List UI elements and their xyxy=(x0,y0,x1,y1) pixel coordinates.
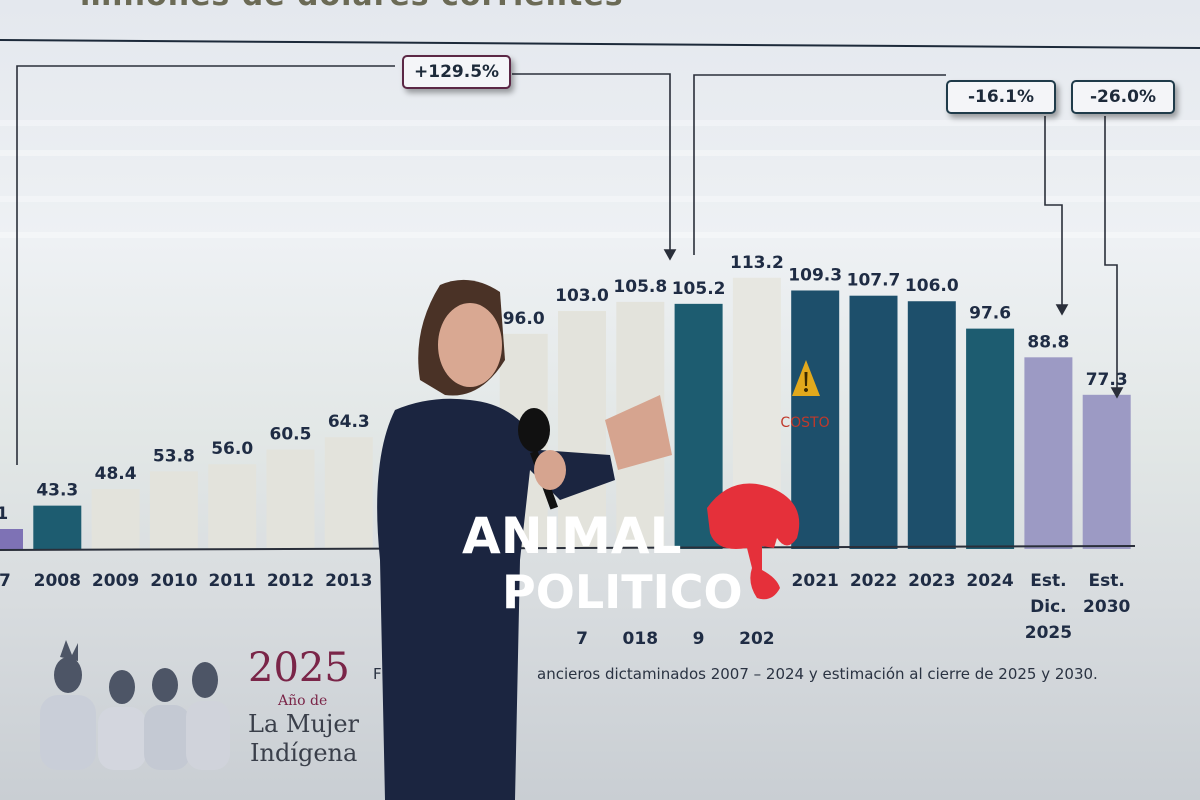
bar-2021 xyxy=(791,290,840,549)
microphone-icon xyxy=(518,408,550,452)
tick-label: 2021 xyxy=(792,571,839,591)
value-label: 106.0 xyxy=(905,276,959,296)
value-label: 109.3 xyxy=(788,265,842,285)
value-label: 105.2 xyxy=(672,279,726,299)
tick-label: 2011 xyxy=(209,571,256,591)
tick-label: 2013 xyxy=(325,571,372,591)
x-axis xyxy=(0,545,1136,551)
tick-label: 9 xyxy=(693,629,705,649)
tick-label: 2010 xyxy=(150,571,197,591)
chart-title: millones de dólares corrientes xyxy=(80,0,624,13)
bar-2013 xyxy=(324,437,373,549)
tick-label: Est. xyxy=(1089,571,1125,591)
value-label: 88.8 xyxy=(1027,332,1069,352)
bar-est-2030 xyxy=(1082,394,1131,549)
value-label: 56.0 xyxy=(211,439,253,459)
decrease-2030-badge: -26.0% xyxy=(1071,80,1175,114)
year-emblem: 2025 Año de La Mujer Indígena xyxy=(20,635,380,775)
tick-label: 2030 xyxy=(1083,597,1130,617)
bar-est-dic-2025 xyxy=(1024,357,1073,549)
value-label: 107.7 xyxy=(847,271,901,291)
emblem-line3: Indígena xyxy=(250,739,358,767)
warning-icon xyxy=(792,360,820,396)
bar-2023 xyxy=(907,301,956,549)
value-label: .1 xyxy=(0,504,8,524)
footnote: ancieros dictaminados 2007 – 2024 y esti… xyxy=(537,665,1098,683)
emblem-year: 2025 xyxy=(248,645,350,691)
tick-label: 2022 xyxy=(850,571,897,591)
footnote-start: F xyxy=(373,665,382,683)
value-label: 103.0 xyxy=(555,286,609,306)
value-label: 43.3 xyxy=(36,481,78,501)
cost-label: COSTO xyxy=(780,415,829,431)
value-label: 96.0 xyxy=(503,309,545,329)
value-label: 97.6 xyxy=(969,304,1011,324)
tick-label: 2012 xyxy=(267,571,314,591)
bar-2012 xyxy=(266,449,315,549)
animal-politico-watermark: ANIMAL POLITICO xyxy=(462,478,812,628)
tick-label: 2009 xyxy=(92,571,139,591)
bar-2007 xyxy=(0,529,23,549)
bar-2010 xyxy=(149,471,198,549)
value-label: 48.4 xyxy=(95,464,137,484)
tick-label: 202 xyxy=(739,629,775,649)
bar-2011 xyxy=(208,464,257,549)
tick-label: 07 xyxy=(0,571,11,591)
header-rule xyxy=(0,39,1200,49)
tick-label: Est. xyxy=(1030,571,1066,591)
indigenous-women-illustration xyxy=(40,640,230,770)
annotation-connectors xyxy=(16,65,1124,465)
raised-hand xyxy=(605,395,672,470)
value-label: 105.8 xyxy=(613,277,667,297)
watermark-line2: POLITICO xyxy=(502,565,743,619)
emblem-line1: Año de xyxy=(278,693,328,709)
bar-2024 xyxy=(966,328,1015,549)
value-label: 53.8 xyxy=(153,446,195,466)
emblem-line2: La Mujer xyxy=(248,710,360,738)
bar-2008 xyxy=(33,505,82,549)
tick-label: 2024 xyxy=(966,571,1013,591)
tick-label: 2025 xyxy=(1025,623,1072,643)
value-label: 64.3 xyxy=(328,412,370,432)
elephant-logo-icon xyxy=(707,483,800,600)
bar-2009 xyxy=(91,489,140,549)
value-label: 60.5 xyxy=(270,425,312,445)
tick-label: 7 xyxy=(576,629,588,649)
tick-label: 2008 xyxy=(34,571,81,591)
tick-label: 2023 xyxy=(908,571,955,591)
tick-label: 018 xyxy=(623,629,659,649)
bar-2017 xyxy=(558,311,606,549)
watermark-line1: ANIMAL xyxy=(462,507,682,565)
tick-label: Dic. xyxy=(1030,597,1066,617)
decrease-2025-badge: -16.1% xyxy=(946,80,1056,114)
bar-2022 xyxy=(849,295,898,549)
increase-badge: +129.5% xyxy=(402,55,512,89)
value-label: 113.2 xyxy=(730,253,784,273)
